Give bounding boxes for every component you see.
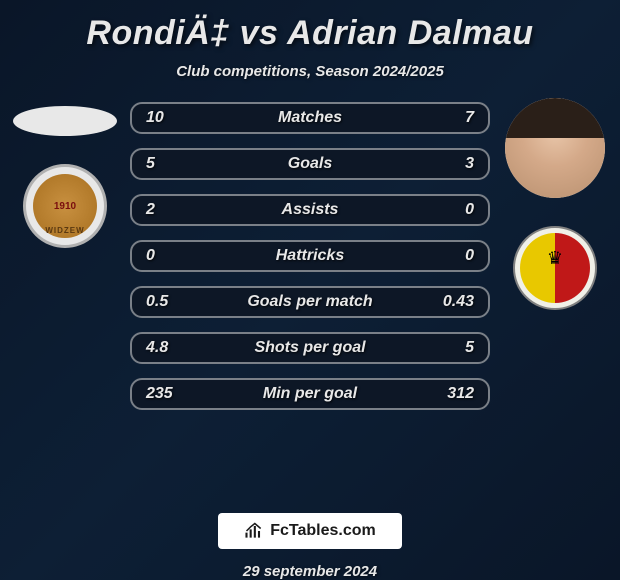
brand-text: FcTables.com	[270, 522, 376, 540]
stat-label: Goals per match	[190, 293, 430, 311]
stat-p1: 0.5	[146, 293, 190, 311]
player2-club-badge: ♛	[513, 226, 597, 310]
brand-badge[interactable]: FcTables.com	[218, 513, 402, 549]
stat-label: Assists	[190, 201, 430, 219]
player2-column: ♛	[500, 98, 610, 310]
stat-p2: 0.43	[430, 293, 474, 311]
stat-label: Hattricks	[190, 247, 430, 265]
stat-row-min-per-goal: 235 Min per goal 312	[130, 378, 490, 410]
stat-label: Min per goal	[190, 385, 430, 403]
comparison-card: RondiÄ‡ vs Adrian Dalmau Club competitio…	[0, 0, 620, 580]
stat-p1: 5	[146, 155, 190, 173]
badge1-label: WIDZEW	[45, 226, 84, 235]
player2-avatar	[505, 98, 605, 198]
stat-p1: 0	[146, 247, 190, 265]
player1-column: 1910 WIDZEW	[10, 98, 120, 248]
stat-row-hattricks: 0 Hattricks 0	[130, 240, 490, 272]
avatar-hair	[505, 98, 605, 138]
stat-row-goals: 5 Goals 3	[130, 148, 490, 180]
avatar-face	[505, 98, 605, 198]
stat-row-goals-per-match: 0.5 Goals per match 0.43	[130, 286, 490, 318]
stat-label: Shots per goal	[190, 339, 430, 357]
stat-p1: 235	[146, 385, 190, 403]
stat-row-assists: 2 Assists 0	[130, 194, 490, 226]
player1-club-badge: 1910 WIDZEW	[23, 164, 107, 248]
stat-p2: 7	[430, 109, 474, 127]
stats-rows: 10 Matches 7 5 Goals 3 2 Assists 0 0 Hat…	[130, 102, 490, 410]
stat-row-shots-per-goal: 4.8 Shots per goal 5	[130, 332, 490, 364]
page-subtitle: Club competitions, Season 2024/2025	[176, 63, 444, 80]
stat-p2: 5	[430, 339, 474, 357]
page-title: RondiÄ‡ vs Adrian Dalmau	[86, 14, 533, 53]
stat-label: Matches	[190, 109, 430, 127]
crown-icon: ♛	[547, 248, 563, 269]
player1-avatar-placeholder	[13, 106, 117, 136]
stat-p2: 3	[430, 155, 474, 173]
stats-area: 1910 WIDZEW ♛ 10 Matches	[0, 98, 620, 499]
stat-p2: 0	[430, 201, 474, 219]
chart-icon	[244, 521, 264, 541]
stat-p1: 10	[146, 109, 190, 127]
stat-p2: 0	[430, 247, 474, 265]
stat-label: Goals	[190, 155, 430, 173]
badge1-year: 1910	[54, 201, 76, 212]
badge2-inner: ♛	[520, 233, 590, 303]
stat-row-matches: 10 Matches 7	[130, 102, 490, 134]
stat-p1: 2	[146, 201, 190, 219]
footer-date: 29 september 2024	[243, 563, 377, 580]
stat-p1: 4.8	[146, 339, 190, 357]
stat-p2: 312	[430, 385, 474, 403]
